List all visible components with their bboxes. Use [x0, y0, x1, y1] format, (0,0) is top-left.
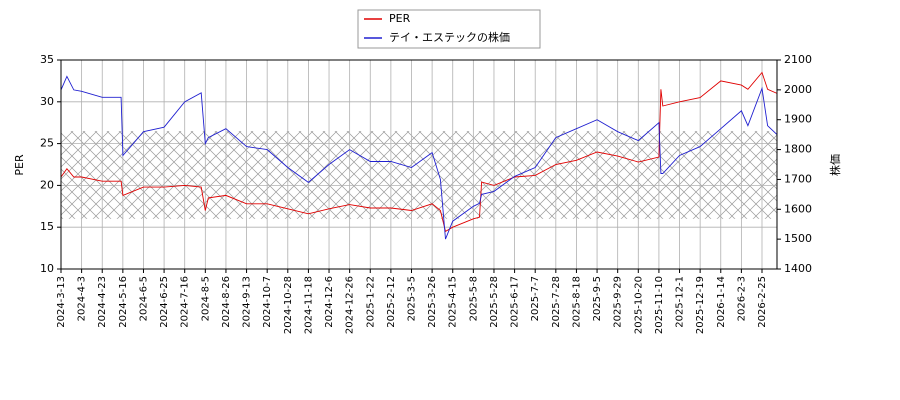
y2-tick-label: 2000: [784, 83, 812, 96]
plot-frame: [60, 59, 778, 270]
x-tick-label: 2026-2-3: [736, 276, 747, 321]
x-tick-label: 2024-5-16: [118, 276, 129, 328]
x-tick-label: 2025-3-5: [407, 276, 418, 321]
x-tick-label: 2024-11-18: [303, 276, 314, 334]
x-tick-label: 2026-2-25: [757, 276, 768, 328]
y2-tick-label: 1900: [784, 113, 812, 126]
legend: PER テイ・エステックの株価: [357, 9, 541, 49]
x-tick-label: 2025-10-20: [633, 276, 644, 334]
x-tick-label: 2025-1-22: [365, 276, 376, 328]
legend-label: テイ・エステックの株価: [389, 30, 510, 44]
x-tick-label: 2024-8-5: [200, 276, 211, 321]
y-tick-label: 10: [40, 262, 54, 275]
x-tick-label: 2024-9-13: [242, 276, 253, 328]
x-tick-label: 2025-5-8: [468, 276, 479, 321]
y2-tick-label: 1500: [784, 232, 812, 245]
y-axis-label: PER: [13, 154, 26, 176]
x-tick-label: 2024-12-26: [345, 276, 356, 334]
shaded-band: [61, 131, 777, 219]
x-tick-label: 2024-6-25: [159, 276, 170, 328]
x-tick-label: 2025-7-7: [530, 276, 541, 321]
x-tick-label: 2025-7-28: [551, 276, 562, 328]
legend-box: [357, 9, 541, 49]
y-tick-label: 30: [40, 95, 54, 108]
series-line: [60, 75, 778, 240]
y2-axis-label: 株価: [828, 154, 842, 176]
x-tick-label: 2025-8-18: [571, 276, 582, 328]
y-tick-label: 25: [40, 137, 54, 150]
x-tick-label: 2024-7-16: [180, 276, 191, 328]
x-tick-label: 2026-1-14: [716, 276, 727, 328]
y2-tick-label: 1600: [784, 202, 812, 215]
x-tick-label: 2025-12-1: [675, 276, 686, 328]
x-tick-label: 2024-8-26: [221, 276, 232, 328]
x-tick-label: 2024-4-23: [97, 276, 108, 328]
x-tick-label: 2024-10-7: [262, 276, 273, 328]
y-tick-label: 20: [40, 178, 54, 191]
x-tick-label: 2025-12-19: [695, 276, 706, 334]
x-tick-label: 2025-9-5: [592, 276, 603, 321]
x-tick-label: 2025-6-17: [510, 276, 521, 328]
x-tick-label: 2025-2-12: [386, 276, 397, 328]
x-tick-label: 2024-4-3: [77, 276, 88, 321]
y2-tick-label: 1400: [784, 262, 812, 275]
y2-tick-label: 1700: [784, 172, 812, 185]
x-tick-label: 2025-9-29: [613, 276, 624, 328]
x-tick-label: 2024-6-5: [138, 276, 149, 321]
x-tick-label: 2024-3-13: [56, 276, 67, 328]
x-tick-label: 2025-11-10: [654, 276, 665, 334]
series-line: [60, 71, 778, 233]
x-tick-label: 2025-3-26: [427, 276, 438, 328]
x-tick-label: 2025-4-15: [448, 276, 459, 328]
x-tick-label: 2025-5-28: [489, 276, 500, 328]
y2-tick-label: 2100: [784, 53, 812, 66]
y-tick-label: 15: [40, 220, 54, 233]
y2-tick-label: 1800: [784, 143, 812, 156]
x-tick-label: 2024-12-6: [324, 276, 335, 328]
y-tick-label: 35: [40, 53, 54, 66]
legend-label: PER: [389, 12, 411, 25]
x-tick-label: 2024-10-28: [283, 276, 294, 334]
